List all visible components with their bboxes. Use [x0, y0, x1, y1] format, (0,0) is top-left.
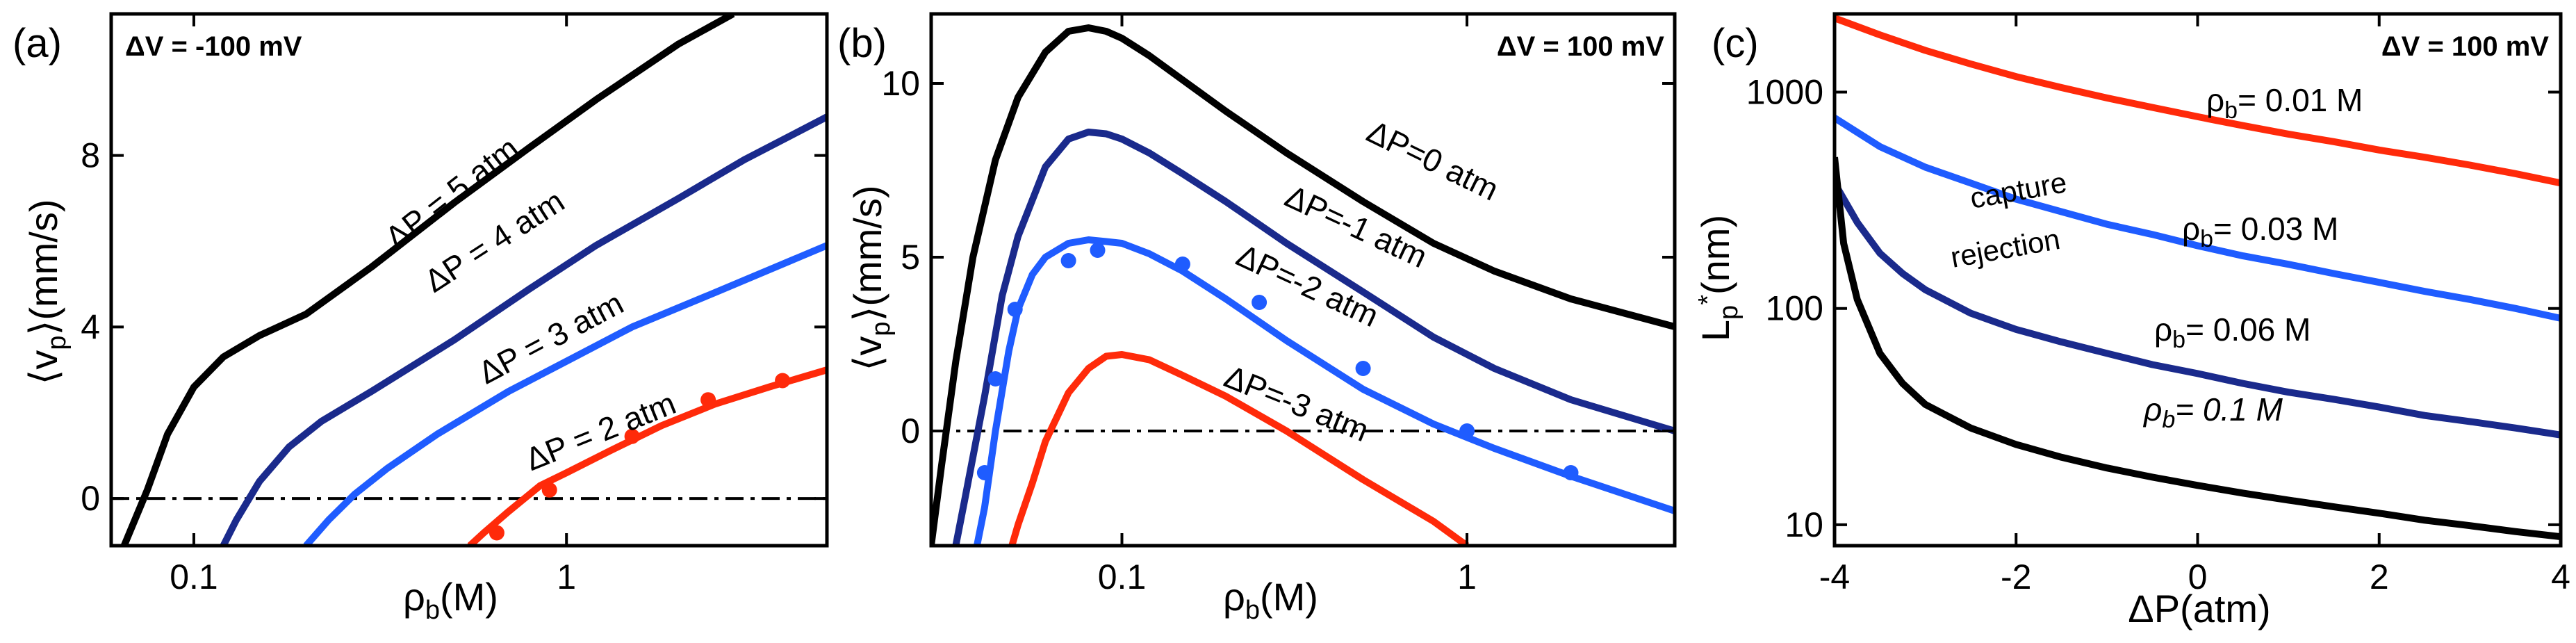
- data-marker: [775, 373, 791, 389]
- y-tick-label: 0: [81, 479, 100, 518]
- data-marker: [1563, 465, 1579, 480]
- panel-a-y-ticks: 0 4 8: [81, 136, 827, 518]
- panel-c-condition: ΔV = 100 mV: [2381, 31, 2549, 62]
- data-marker: [1355, 361, 1371, 376]
- panel-c-curve-001: [1835, 15, 2561, 187]
- panel-c-x-axis-label: ΔP(atm): [2128, 587, 2270, 630]
- panel-c-curve-003: [1835, 115, 2561, 322]
- data-marker: [1174, 257, 1190, 272]
- panel-c-annotation-rejection: rejection: [1948, 222, 2062, 274]
- y-tick-label: 4: [81, 307, 100, 346]
- x-tick-label: 0.1: [1098, 557, 1147, 596]
- panel-c-y-ticks: 10 100 1000: [1746, 73, 2561, 544]
- panel-a-curves: [111, 14, 827, 546]
- y-tick-label: 100: [1766, 289, 1823, 328]
- panel-b-x-axis-label: ρb(M): [1223, 575, 1318, 625]
- panel-a-curve-dp4: [220, 113, 827, 546]
- data-marker: [700, 392, 716, 408]
- panel-a-curve-dp2: [467, 366, 827, 546]
- panel-a-markers: [489, 373, 791, 541]
- panel-b-curve-dp-2: [973, 236, 1675, 546]
- panel-c-curve-006: [1835, 181, 2561, 439]
- panel-c-label-003: ρb= 0.03 M: [2182, 211, 2338, 252]
- panel-b-x-ticks: 0.1 1: [1098, 14, 1477, 596]
- panel-a-curve-dp5: [120, 14, 735, 546]
- x-tick-label: -4: [1819, 557, 1850, 596]
- x-tick-label: 0: [2188, 557, 2208, 596]
- y-tick-label: 0: [901, 412, 920, 450]
- data-marker: [1252, 295, 1268, 310]
- x-tick-label: 1: [1457, 557, 1477, 596]
- panel-c-curve-01: [1835, 156, 2561, 541]
- data-marker: [976, 465, 992, 480]
- panel-a-condition: ΔV = -100 mV: [125, 31, 302, 62]
- panel-b-curve-dp0: [931, 24, 1675, 546]
- panel-c-label-006: ρb= 0.06 M: [2154, 311, 2311, 353]
- x-tick-label: 1: [557, 557, 576, 596]
- panel-b-curve-dp-1: [952, 129, 1675, 546]
- panel-a-curve-dp3: [303, 242, 827, 546]
- panel-a: 0.1 1 048 (a) ΔV = -100 mV ρb(M) ⟨vp⟩(mm/…: [13, 12, 829, 625]
- panel-c: -4 -2 0 2 4 10 100 1000 (c) ΔV = 100 mV ΔP(atm…: [1693, 12, 2570, 630]
- panel-c-x-ticks: -4 -2 0 2 4: [1819, 14, 2570, 596]
- panel-c-label: (c): [1712, 21, 1759, 66]
- y-tick-label: 5: [901, 238, 920, 277]
- panel-c-curves: [1835, 15, 2561, 541]
- x-tick-label: -2: [2001, 557, 2031, 596]
- panel-c-frame: [1832, 12, 2563, 548]
- y-tick-label: 10: [1785, 505, 1823, 544]
- x-tick-label: 2: [2370, 557, 2389, 596]
- panel-b-markers: [976, 243, 1579, 480]
- panel-b-y-ticks: 0 5 10: [881, 64, 1675, 450]
- panel-c-label-001: ρb= 0.01 M: [2206, 82, 2363, 124]
- panel-a-frame: [109, 12, 829, 548]
- x-tick-label: 4: [2551, 557, 2570, 596]
- data-marker: [1090, 243, 1106, 258]
- panel-a-x-ticks: 0.1 1: [170, 14, 576, 596]
- data-marker: [624, 428, 640, 444]
- y-tick-label: 10: [881, 64, 920, 103]
- data-marker: [1007, 302, 1023, 317]
- panel-b-curve-dp-3: [1008, 351, 1470, 546]
- panel-b-label-dp0: ΔP=0 atm: [1361, 113, 1504, 208]
- data-marker: [489, 525, 504, 541]
- data-marker: [987, 371, 1003, 386]
- panel-b-frame: [929, 12, 1677, 548]
- data-marker: [541, 482, 557, 498]
- panel-c-label-01: ρb= 0.1 M: [2142, 391, 2283, 433]
- y-tick-label: 1000: [1746, 73, 1823, 112]
- panel-a-y-axis-label: ⟨vp⟩(mm/s): [22, 200, 72, 385]
- panel-a-label: (a): [13, 21, 62, 66]
- panel-c-y-axis-label: Lp*(nm): [1693, 215, 1744, 341]
- data-marker: [1459, 423, 1475, 439]
- data-marker: [1060, 253, 1076, 268]
- panel-b-y-axis-label: ⟨vp⟩(mm/s): [846, 186, 896, 371]
- panel-b-condition: ΔV = 100 mV: [1497, 31, 1664, 62]
- panel-b-curves: [931, 24, 1675, 546]
- y-tick-label: 8: [81, 136, 100, 175]
- panel-b-label: (b): [837, 21, 887, 66]
- panel-a-x-axis-label: ρb(M): [403, 575, 498, 625]
- x-tick-label: 0.1: [170, 557, 218, 596]
